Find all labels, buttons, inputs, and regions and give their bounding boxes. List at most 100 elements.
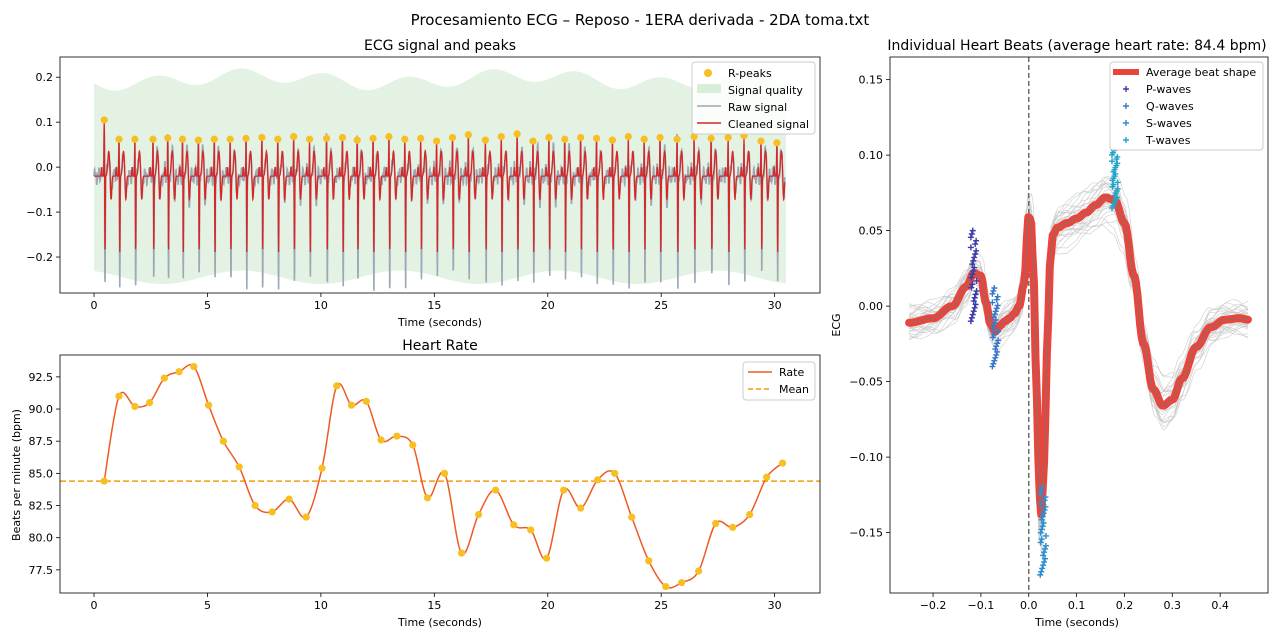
r-peak-point <box>673 135 681 143</box>
ecg-xtick-label: 25 <box>654 299 668 312</box>
q-wave-marker <box>991 319 998 326</box>
rate-point <box>594 476 602 484</box>
ecg-ytick-label: 0.2 <box>36 71 54 84</box>
rate-point <box>491 486 500 494</box>
s-wave-marker <box>1040 552 1047 559</box>
legend-label: S-waves <box>1146 117 1192 130</box>
s-wave-marker <box>1040 562 1047 569</box>
rate-point <box>251 501 259 510</box>
s-wave-marker <box>1039 565 1046 572</box>
r-peak-point <box>529 137 537 145</box>
hr-panel-title: Heart Rate <box>402 338 478 354</box>
r-peak-point <box>194 136 202 144</box>
individual-beat-line <box>908 184 1249 546</box>
ecg-xtick-label: 0 <box>91 299 98 312</box>
s-wave-marker <box>1039 484 1046 491</box>
p-wave-marker <box>971 294 978 301</box>
r-peak-point <box>624 132 632 141</box>
legend-label: Average beat shape <box>1146 66 1256 79</box>
r-peak-point <box>100 116 108 124</box>
s-wave-marker <box>1037 500 1044 507</box>
q-wave-marker <box>989 299 996 306</box>
r-peak-point <box>757 137 765 145</box>
r-peak-point <box>707 134 715 142</box>
p-wave-marker <box>973 247 980 254</box>
legend-quality-swatch <box>697 84 721 93</box>
p-wave-marker <box>970 267 977 274</box>
legend-box <box>691 61 816 135</box>
p-wave-marker <box>973 277 980 284</box>
q-wave-marker <box>994 340 1001 347</box>
q-wave-marker <box>991 311 998 318</box>
ecg-xtick-label: 15 <box>427 299 441 312</box>
rate-point <box>146 399 154 407</box>
q-wave-marker <box>993 351 1000 358</box>
rate-point <box>695 567 703 575</box>
s-wave-marker <box>1038 487 1045 494</box>
rate-point <box>423 494 432 502</box>
beats-ytick-label: −0.15 <box>849 527 883 540</box>
r-peak-point <box>258 133 266 142</box>
r-peak-point <box>773 139 781 147</box>
r-peak-point <box>305 135 314 143</box>
beats-y-axis-label: ECG <box>830 313 843 336</box>
s-wave-marker <box>1042 532 1049 539</box>
s-wave-marker <box>1037 539 1044 546</box>
r-peak-point <box>242 134 250 142</box>
p-wave-marker <box>969 311 976 318</box>
individual-beat-line <box>908 191 1248 513</box>
hr-xtick-label: 20 <box>541 599 555 612</box>
r-peak-point <box>149 135 157 143</box>
rate-point <box>115 392 123 400</box>
p-wave-marker <box>969 271 976 278</box>
r-peak-point <box>724 133 732 142</box>
rate-point <box>678 579 686 587</box>
rate-point <box>190 362 198 371</box>
legend-label: T-waves <box>1145 134 1191 147</box>
rate-point <box>204 401 213 409</box>
rate-point <box>219 437 227 445</box>
rate-point <box>611 469 619 477</box>
p-wave-marker <box>968 314 975 321</box>
t-wave-marker <box>1113 194 1120 201</box>
rate-point <box>729 523 737 531</box>
rate-point <box>285 495 293 503</box>
legend-t-marker <box>1123 137 1129 143</box>
rate-point <box>268 508 276 516</box>
hr-ytick-label: 80.0 <box>29 532 54 545</box>
p-wave-marker <box>967 318 974 325</box>
r-peak-point <box>115 135 123 143</box>
rate-point <box>510 521 518 529</box>
p-wave-marker <box>971 254 978 261</box>
rate-point <box>662 582 670 591</box>
s-wave-marker <box>1038 568 1045 575</box>
r-peak-point <box>432 137 441 145</box>
rate-point <box>131 402 139 411</box>
individual-beat-line <box>908 220 1249 493</box>
hr-ytick-label: 92.5 <box>29 371 54 384</box>
r-peak-point <box>417 134 425 142</box>
p-wave-marker <box>971 264 978 271</box>
rate-point <box>393 432 401 440</box>
rate-point <box>645 557 653 565</box>
legend-rpeak-marker <box>704 69 712 77</box>
s-wave-marker <box>1040 519 1047 526</box>
individual-beat-line <box>908 189 1249 555</box>
hr-x-axis-label: Time (seconds) <box>397 616 482 629</box>
p-wave-marker <box>967 234 974 241</box>
individual-beat-line <box>908 182 1249 539</box>
beats-ytick-label: 0.15 <box>859 74 884 87</box>
s-wave-marker <box>1042 542 1049 549</box>
beats-xtick-label: 0.4 <box>1211 599 1229 612</box>
beats-ytick-label: 0.10 <box>859 149 884 162</box>
r-peak-point <box>274 135 282 143</box>
legend-q-marker <box>1123 103 1129 109</box>
r-peak-point <box>338 133 347 142</box>
r-peak-point <box>164 134 172 142</box>
t-wave-marker <box>1109 158 1116 165</box>
ecg-xtick-label: 30 <box>768 299 782 312</box>
s-wave-marker <box>1041 549 1048 556</box>
p-wave-marker <box>972 301 979 308</box>
beats-ytick-label: 0.05 <box>859 225 884 238</box>
